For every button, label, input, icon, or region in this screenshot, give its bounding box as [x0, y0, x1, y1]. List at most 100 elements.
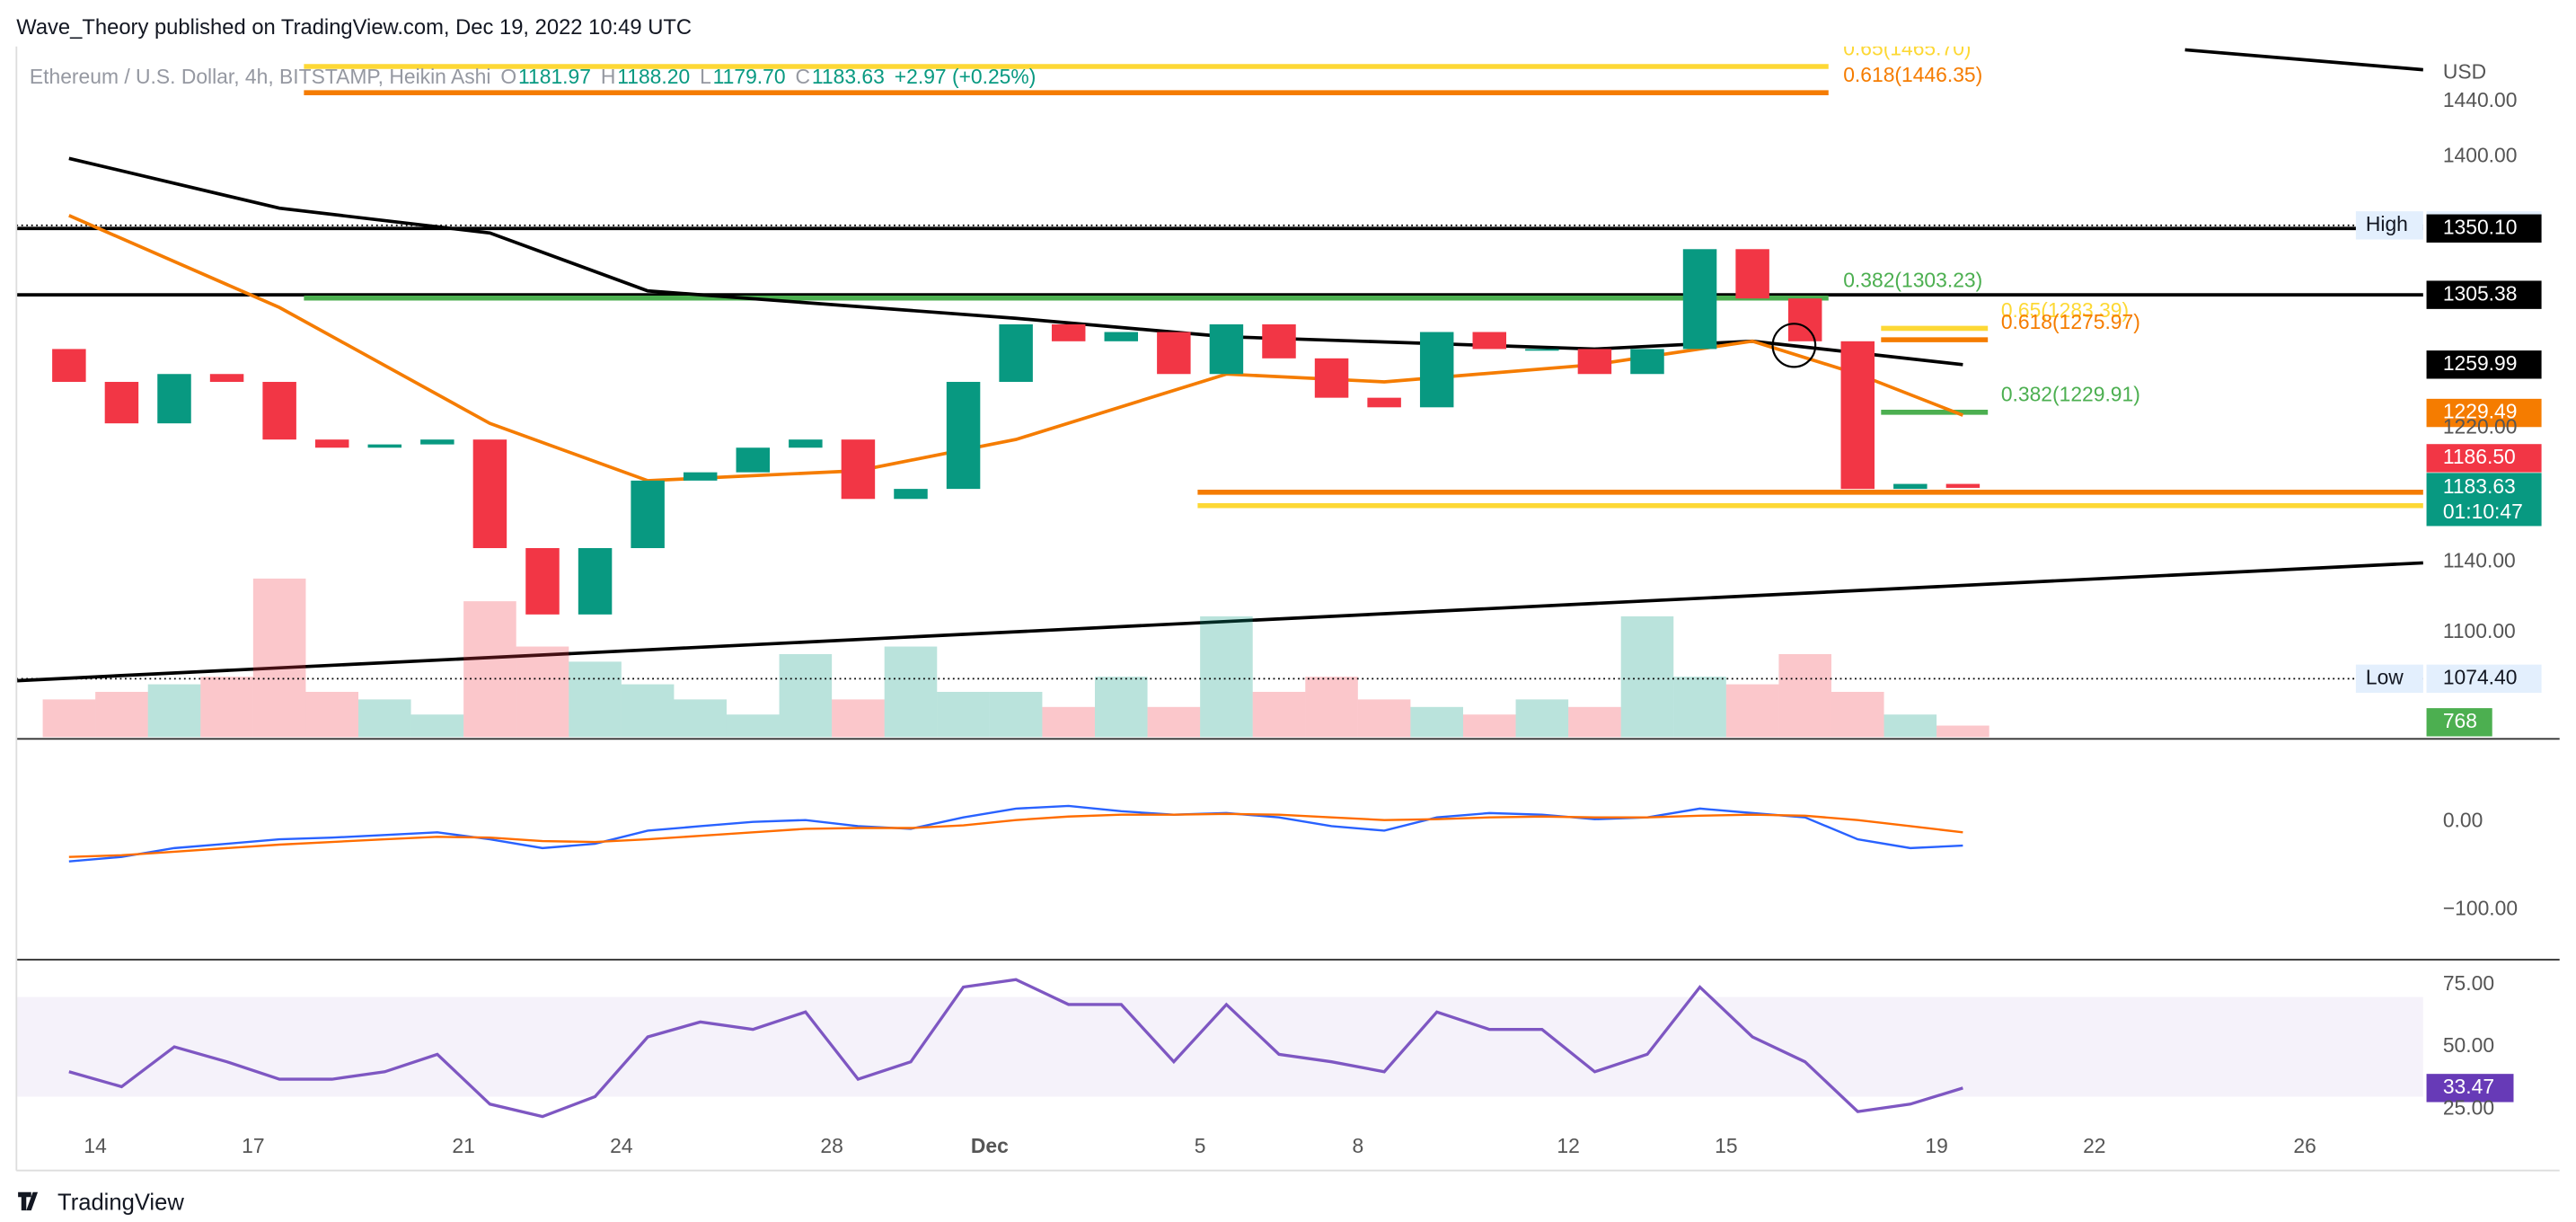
- footer: TradingView: [18, 1190, 184, 1216]
- badge-value: 1183.63: [2443, 474, 2516, 498]
- ohlc-value: 1181.97: [518, 65, 591, 88]
- indicator-panes: [16, 804, 2423, 1119]
- volume-bar: [1673, 677, 1726, 738]
- volume-bar: [1094, 677, 1148, 738]
- x-tick-label: 15: [1715, 1134, 1737, 1157]
- volume-bar: [884, 646, 938, 738]
- candle: [1893, 483, 1928, 490]
- candle: [104, 382, 139, 424]
- candle: [578, 548, 613, 615]
- change: +2.97 (+0.25%): [895, 65, 1037, 88]
- candle: [472, 439, 507, 549]
- candle: [1419, 332, 1454, 408]
- price-badges: 1352.20High1350.101305.381259.991229.491…: [2355, 211, 2542, 1102]
- volume-bar: [621, 684, 675, 738]
- volume-bar: [1778, 653, 1831, 738]
- candle: [1314, 358, 1349, 398]
- x-tick-label: 8: [1352, 1134, 1363, 1157]
- y-tick-label: 1140.00: [2443, 548, 2516, 571]
- candle: [1630, 349, 1664, 375]
- candle: [367, 444, 402, 448]
- candle: [894, 489, 928, 500]
- ohlc-value: 1183.63: [812, 65, 885, 88]
- ohlc-key: L: [700, 65, 711, 88]
- candle: [1787, 298, 1822, 341]
- volume-bar: [516, 646, 569, 738]
- volume-bar: [1883, 714, 1937, 738]
- volume-bar: [463, 601, 516, 738]
- rsi-line: [68, 978, 1963, 1119]
- candle: [262, 382, 296, 440]
- x-tick-label: Dec: [971, 1134, 1009, 1157]
- badge-name: Low: [2366, 665, 2404, 688]
- candle: [1682, 249, 1717, 350]
- trendline: [2184, 48, 2423, 72]
- symbol: Ethereum / U.S. Dollar, 4h, BITSTAMP, He…: [30, 65, 491, 88]
- candle: [1525, 349, 1559, 351]
- volume-bar: [1462, 714, 1516, 738]
- volume-bar: [305, 691, 358, 738]
- currency: USD: [2443, 59, 2486, 83]
- legend-header: Ethereum / U.S. Dollar, 4h, BITSTAMP, He…: [30, 65, 1036, 88]
- y-tick-label: 1220.00: [2443, 415, 2518, 438]
- volume-badge-value: 768: [2443, 709, 2477, 732]
- volume-bar: [1515, 699, 1569, 738]
- price-badge: [2426, 350, 2542, 379]
- candle: [157, 374, 191, 424]
- volume-bar: [832, 699, 885, 738]
- candle: [314, 439, 349, 448]
- candle: [789, 439, 823, 448]
- candle: [525, 548, 560, 615]
- x-tick-label: 22: [2083, 1134, 2105, 1157]
- volume-badge: [2426, 708, 2492, 737]
- volume-bar: [1831, 691, 1884, 738]
- ohlc-key: H: [601, 65, 616, 88]
- volume-bar: [357, 699, 411, 738]
- volume-bar: [1252, 691, 1306, 738]
- candle: [1945, 483, 1981, 488]
- candle: [946, 382, 981, 490]
- badge-value: 1229.49: [2443, 400, 2518, 423]
- y-tick-label: 1400.00: [2443, 144, 2518, 167]
- volume-bar: [1568, 706, 1621, 738]
- x-tick-label: 28: [820, 1134, 842, 1157]
- volume-bar: [1410, 706, 1463, 738]
- volume-bar: [1042, 706, 1095, 738]
- x-tick-label: 12: [1557, 1134, 1579, 1157]
- badge-value: 1074.40: [2443, 665, 2518, 688]
- macd-line: [68, 812, 1963, 858]
- volume-bar: [569, 661, 622, 738]
- rsi-badge: [2426, 1074, 2514, 1102]
- candle: [683, 472, 718, 481]
- candle: [1209, 323, 1244, 375]
- candle: [1104, 332, 1139, 341]
- ohlc-key: C: [796, 65, 811, 88]
- fib-label: 0.382(1229.91): [2001, 382, 2140, 405]
- fib-label: 0.65(1465.70): [1843, 37, 1971, 60]
- fib-label: 0.618(1446.35): [1843, 63, 1982, 86]
- badge-name-bg: [2355, 211, 2423, 240]
- badge-value: 1186.50: [2443, 445, 2516, 468]
- candle: [1735, 249, 1769, 299]
- x-tick-label: 17: [242, 1134, 264, 1157]
- x-tick-label: 26: [2293, 1134, 2316, 1157]
- x-tick-label: 24: [610, 1134, 633, 1157]
- candle: [1262, 323, 1296, 359]
- volume-bar: [726, 714, 780, 738]
- price-badge: [2426, 214, 2542, 243]
- y-tick-label: 1440.00: [2443, 88, 2518, 111]
- badge-name-bg: [2355, 664, 2423, 694]
- macd-tick-label: −100.00: [2443, 896, 2518, 919]
- candle: [1367, 397, 1401, 408]
- macd-tick-label: 0.00: [2443, 809, 2483, 832]
- candle: [52, 349, 86, 383]
- candle: [631, 480, 665, 549]
- rsi-tick-label: 25.00: [2443, 1095, 2494, 1119]
- ohlc-value: 1179.70: [713, 65, 786, 88]
- rsi-tick-label: 75.00: [2443, 971, 2494, 995]
- candle: [1157, 332, 1191, 375]
- volume-bar: [1305, 677, 1358, 738]
- volume-bar: [1357, 699, 1411, 738]
- volume-bar: [1725, 684, 1779, 738]
